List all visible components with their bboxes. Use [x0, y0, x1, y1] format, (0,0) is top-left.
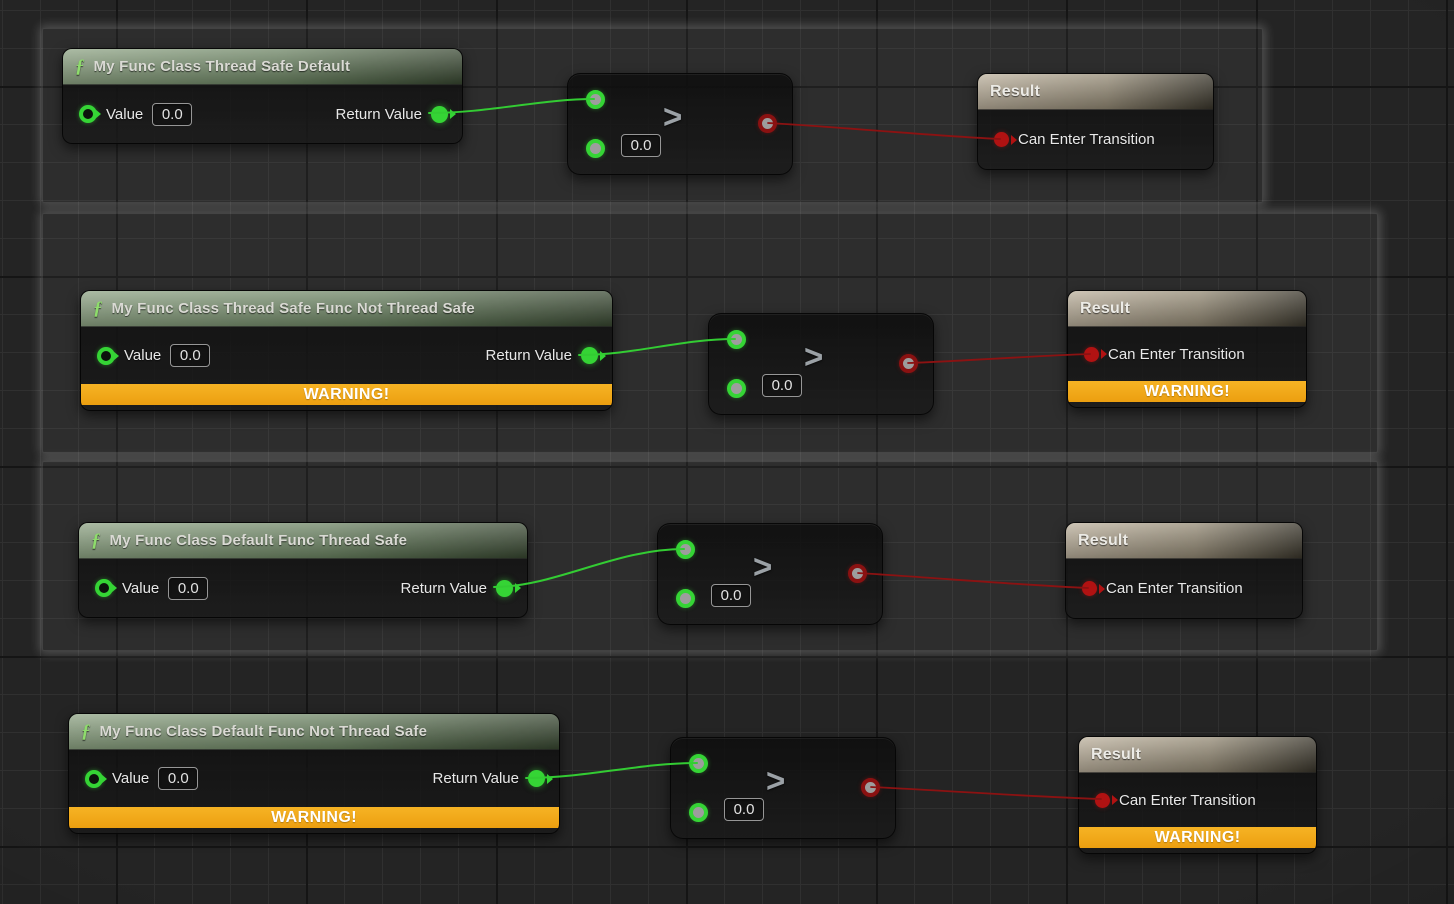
greater-than-symbol: > — [753, 548, 773, 585]
function-icon: ƒ — [93, 298, 103, 319]
result-node-title: Result — [990, 82, 1041, 100]
return-value-label: Return Value — [485, 347, 572, 364]
function-node-header: ƒ My Func Class Thread Safe Default — [63, 49, 462, 85]
value-pin-label: Value — [112, 770, 150, 787]
greater-than-node-row1[interactable]: > — [567, 73, 793, 175]
greater-input-pin-a[interactable] — [676, 540, 695, 559]
can-enter-transition-label: Can Enter Transition — [1018, 131, 1155, 148]
greater-than-node-row2[interactable]: > — [708, 313, 934, 415]
function-node-row3[interactable]: ƒ My Func Class Default Func Thread Safe… — [78, 522, 528, 618]
result-node-row1[interactable]: Result Can Enter Transition — [977, 73, 1214, 170]
result-node-header: Result — [1066, 523, 1302, 559]
value-input-pin[interactable] — [79, 105, 97, 123]
function-node-title: My Func Class Default Func Not Thread Sa… — [99, 723, 428, 740]
warning-banner: WARNING! — [1068, 381, 1306, 402]
greater-input-pin-b[interactable] — [689, 803, 708, 822]
function-icon: ƒ — [75, 56, 85, 77]
can-enter-transition-input-pin[interactable] — [994, 132, 1009, 147]
result-node-title: Result — [1080, 299, 1131, 317]
greater-than-symbol: > — [663, 98, 683, 135]
greater-output-pin[interactable] — [899, 354, 918, 373]
value-input-pin[interactable] — [85, 769, 103, 788]
return-value-output-pin[interactable] — [431, 105, 448, 123]
function-icon: ƒ — [81, 721, 91, 742]
greater-input-pin-a[interactable] — [727, 330, 746, 349]
function-node-header: ƒ My Func Class Default Func Not Thread … — [69, 714, 559, 750]
return-value-label: Return Value — [400, 579, 487, 597]
greater-operand-field[interactable] — [724, 798, 764, 821]
result-node-row3[interactable]: Result Can Enter Transition — [1065, 522, 1303, 619]
result-node-row2[interactable]: Result Can Enter Transition WARNING! — [1067, 290, 1307, 408]
function-node-title: My Func Class Thread Safe Default — [93, 58, 351, 75]
greater-input-pin-b[interactable] — [727, 379, 746, 398]
return-value-output-pin[interactable] — [581, 347, 598, 364]
greater-than-symbol: > — [804, 338, 824, 375]
can-enter-transition-input-pin[interactable] — [1082, 581, 1097, 596]
result-node-header: Result — [978, 74, 1213, 110]
function-node-header: ƒ My Func Class Thread Safe Func Not Thr… — [81, 291, 612, 327]
function-node-row4[interactable]: ƒ My Func Class Default Func Not Thread … — [68, 713, 560, 834]
function-node-row1[interactable]: ƒ My Func Class Thread Safe Default Valu… — [62, 48, 463, 144]
return-value-label: Return Value — [432, 770, 519, 787]
warning-banner: WARNING! — [1079, 827, 1316, 848]
value-input-field[interactable] — [168, 576, 209, 600]
greater-output-pin[interactable] — [758, 114, 777, 133]
result-node-title: Result — [1078, 531, 1129, 549]
value-input-field[interactable] — [170, 344, 211, 367]
greater-operand-field[interactable] — [762, 374, 802, 397]
return-value-label: Return Value — [335, 105, 422, 123]
result-node-row4[interactable]: Result Can Enter Transition WARNING! — [1078, 736, 1317, 854]
value-pin-label: Value — [124, 347, 162, 364]
result-node-header: Result — [1068, 291, 1306, 327]
function-icon: ƒ — [91, 530, 101, 551]
greater-output-pin[interactable] — [848, 564, 867, 583]
greater-input-pin-a[interactable] — [689, 754, 708, 773]
can-enter-transition-input-pin[interactable] — [1084, 346, 1099, 362]
greater-input-pin-a[interactable] — [586, 90, 605, 109]
can-enter-transition-label: Can Enter Transition — [1106, 580, 1243, 597]
warning-banner: WARNING! — [81, 384, 612, 405]
greater-than-node-row3[interactable]: > — [657, 523, 883, 625]
value-input-field[interactable] — [158, 767, 199, 790]
result-node-header: Result — [1079, 737, 1316, 773]
can-enter-transition-label: Can Enter Transition — [1108, 345, 1245, 363]
wire-greater-to-result-row4[interactable] — [870, 786, 1102, 800]
value-input-field[interactable] — [152, 102, 193, 126]
function-node-title: My Func Class Default Func Thread Safe — [109, 532, 408, 549]
greater-operand-field[interactable] — [621, 134, 661, 157]
greater-input-pin-b[interactable] — [676, 589, 695, 608]
result-node-title: Result — [1091, 745, 1142, 763]
return-value-output-pin[interactable] — [496, 579, 513, 597]
return-value-output-pin[interactable] — [528, 770, 545, 787]
value-pin-label: Value — [122, 579, 160, 597]
greater-than-symbol: > — [766, 762, 786, 799]
greater-output-pin[interactable] — [861, 778, 880, 797]
can-enter-transition-input-pin[interactable] — [1095, 792, 1110, 808]
value-pin-label: Value — [106, 105, 144, 123]
can-enter-transition-label: Can Enter Transition — [1119, 791, 1256, 809]
greater-input-pin-b[interactable] — [586, 139, 605, 158]
value-input-pin[interactable] — [95, 579, 113, 597]
greater-than-node-row4[interactable]: > — [670, 737, 896, 839]
function-node-header: ƒ My Func Class Default Func Thread Safe — [79, 523, 527, 559]
greater-operand-field[interactable] — [711, 584, 751, 607]
function-node-row2[interactable]: ƒ My Func Class Thread Safe Func Not Thr… — [80, 290, 613, 411]
warning-banner: WARNING! — [69, 807, 559, 828]
value-input-pin[interactable] — [97, 346, 115, 365]
function-node-title: My Func Class Thread Safe Func Not Threa… — [111, 300, 475, 317]
